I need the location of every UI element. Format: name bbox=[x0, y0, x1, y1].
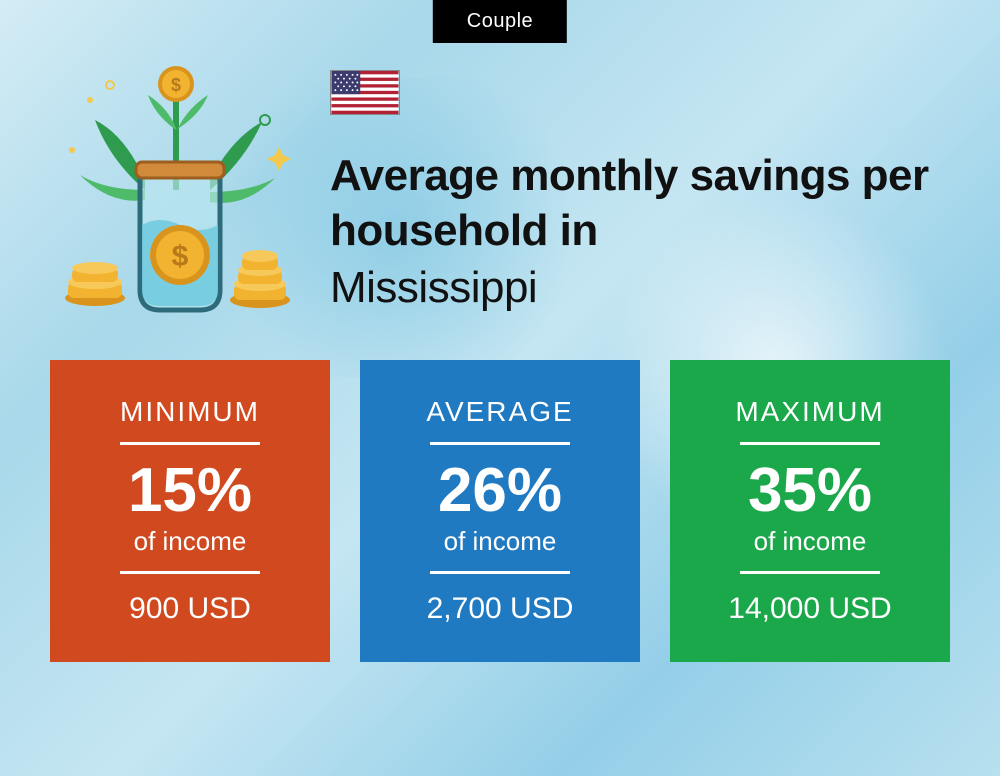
card-label: MAXIMUM bbox=[735, 396, 884, 428]
card-percent: 35% bbox=[748, 455, 872, 526]
card-amount: 900 USD bbox=[129, 592, 251, 626]
stat-cards: MINIMUM 15% of income 900 USD AVERAGE 26… bbox=[0, 320, 1000, 662]
card-label: MINIMUM bbox=[120, 396, 260, 428]
svg-text:$: $ bbox=[171, 75, 181, 95]
divider bbox=[740, 442, 880, 445]
svg-text:$: $ bbox=[172, 240, 189, 273]
card-label: AVERAGE bbox=[426, 396, 573, 428]
card-ofincome: of income bbox=[134, 526, 247, 557]
divider bbox=[120, 571, 260, 574]
card-percent: 26% bbox=[438, 455, 562, 526]
card-maximum: MAXIMUM 35% of income 14,000 USD bbox=[670, 360, 950, 662]
divider bbox=[430, 442, 570, 445]
card-ofincome: of income bbox=[444, 526, 557, 557]
card-amount: 14,000 USD bbox=[728, 592, 891, 626]
divider bbox=[430, 571, 570, 574]
card-percent: 15% bbox=[128, 455, 252, 526]
divider bbox=[120, 442, 260, 445]
title-region: Mississippi bbox=[330, 258, 950, 317]
title-main: Average monthly savings per household in bbox=[330, 148, 950, 258]
card-average: AVERAGE 26% of income 2,700 USD bbox=[360, 360, 640, 662]
card-minimum: MINIMUM 15% of income 900 USD bbox=[50, 360, 330, 662]
card-ofincome: of income bbox=[754, 526, 867, 557]
us-flag-icon bbox=[330, 70, 400, 115]
header: $ $ bbox=[0, 0, 1000, 320]
category-tag: Couple bbox=[433, 0, 567, 43]
title-block: Average monthly savings per household in… bbox=[330, 60, 950, 317]
divider bbox=[740, 571, 880, 574]
card-amount: 2,700 USD bbox=[427, 592, 574, 626]
savings-illustration: $ $ bbox=[50, 60, 300, 320]
savings-jar-icon: $ $ bbox=[50, 60, 300, 320]
